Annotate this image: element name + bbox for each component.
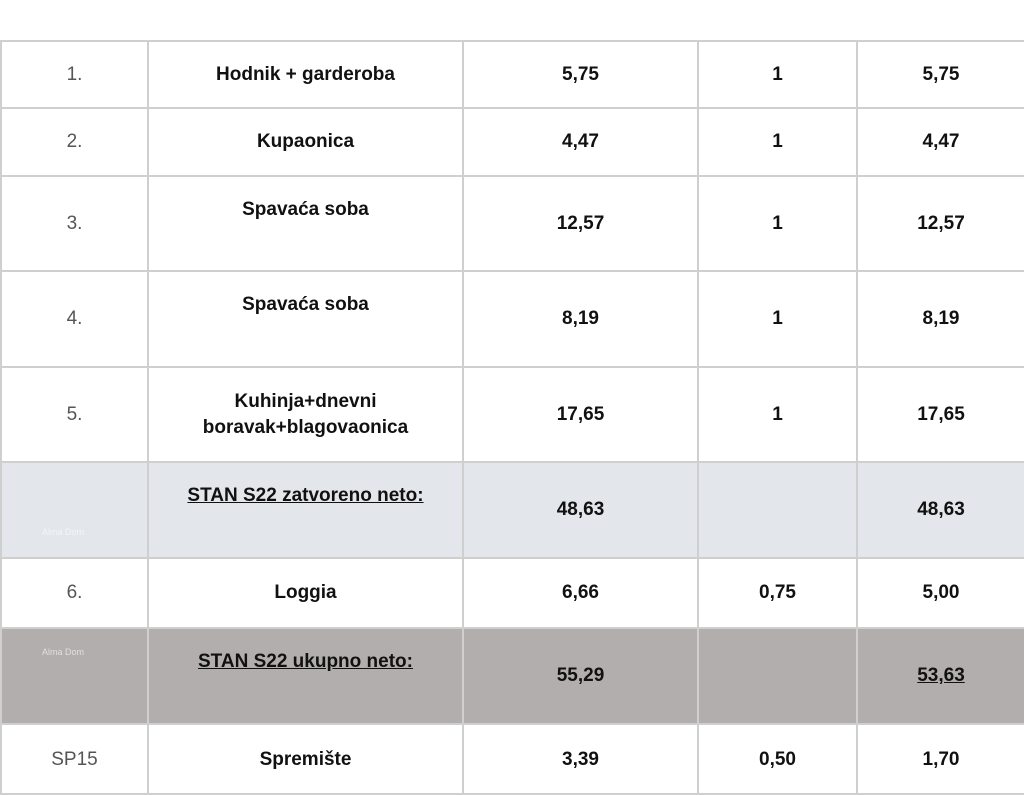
row-number: 6. [0,557,149,629]
table-row: 3. Spavaća soba 12,57 1 12,57 [0,175,1024,272]
total-label: STAN S22 ukupno neto: [198,651,413,672]
weighted-area: 17,65 [856,366,1024,463]
row-number: 3. [0,175,149,272]
coefficient: 0,50 [697,723,858,795]
watermark: Alma Dom [42,647,85,657]
room-name-text: Spavaća soba [242,294,369,315]
room-area: 6,66 [462,557,699,629]
row-number: 1. [0,40,149,109]
table-row: 1. Hodnik + garderoba 5,75 1 5,75 [0,40,1024,109]
coefficient: 1 [697,270,858,368]
weighted-area: 4,47 [856,107,1024,177]
weighted-area: 8,19 [856,270,1024,368]
weighted-area: 5,00 [856,557,1024,629]
room-name: Spavaća soba [147,270,464,368]
table-row: 2. Kupaonica 4,47 1 4,47 [0,107,1024,177]
room-area: 5,75 [462,40,699,109]
coefficient: 1 [697,175,858,272]
coefficient: 1 [697,366,858,463]
room-area: 48,63 [462,461,699,559]
row-number: Alma Dom [0,461,149,559]
table-row: SP15 Spremište 3,39 0,50 1,70 [0,723,1024,795]
room-name: Spavaća soba [147,175,464,272]
coefficient [697,461,858,559]
room-area: 8,19 [462,270,699,368]
weighted-area: 5,75 [856,40,1024,109]
room-name-text: Spavaća soba [242,199,369,220]
room-name: Spremište [147,723,464,795]
room-area: 12,57 [462,175,699,272]
room-name: Loggia [147,557,464,629]
subtotal-label: STAN S22 zatvoreno neto: [187,485,424,506]
row-number: Alma Dom [0,627,149,725]
coefficient: 0,75 [697,557,858,629]
room-name: STAN S22 zatvoreno neto: [147,461,464,559]
room-name: STAN S22 ukupno neto: [147,627,464,725]
total-row: Alma Dom STAN S22 ukupno neto: 55,29 53,… [0,627,1024,725]
room-area-table: 1. Hodnik + garderoba 5,75 1 5,75 2. Kup… [0,40,1024,795]
room-name: Hodnik + garderoba [147,40,464,109]
room-name-text: Kuhinja+dnevni boravak+blagovaonica [202,390,409,438]
table-row: 6. Loggia 6,66 0,75 5,00 [0,557,1024,629]
weighted-area: 12,57 [856,175,1024,272]
room-area: 3,39 [462,723,699,795]
subtotal-row: Alma Dom STAN S22 zatvoreno neto: 48,63 … [0,461,1024,559]
weighted-area: 53,63 [856,627,1024,725]
table-row: 5. Kuhinja+dnevni boravak+blagovaonica 1… [0,366,1024,463]
row-number: 5. [0,366,149,463]
watermark: Alma Dom [42,527,85,537]
table-row: 4. Spavaća soba 8,19 1 8,19 [0,270,1024,368]
weighted-area: 48,63 [856,461,1024,559]
room-area: 4,47 [462,107,699,177]
row-number: 4. [0,270,149,368]
room-area: 17,65 [462,366,699,463]
coefficient [697,627,858,725]
room-name: Kuhinja+dnevni boravak+blagovaonica [147,366,464,463]
row-number: SP15 [0,723,149,795]
coefficient: 1 [697,107,858,177]
room-name: Kupaonica [147,107,464,177]
coefficient: 1 [697,40,858,109]
weighted-area: 1,70 [856,723,1024,795]
row-number: 2. [0,107,149,177]
room-area: 55,29 [462,627,699,725]
